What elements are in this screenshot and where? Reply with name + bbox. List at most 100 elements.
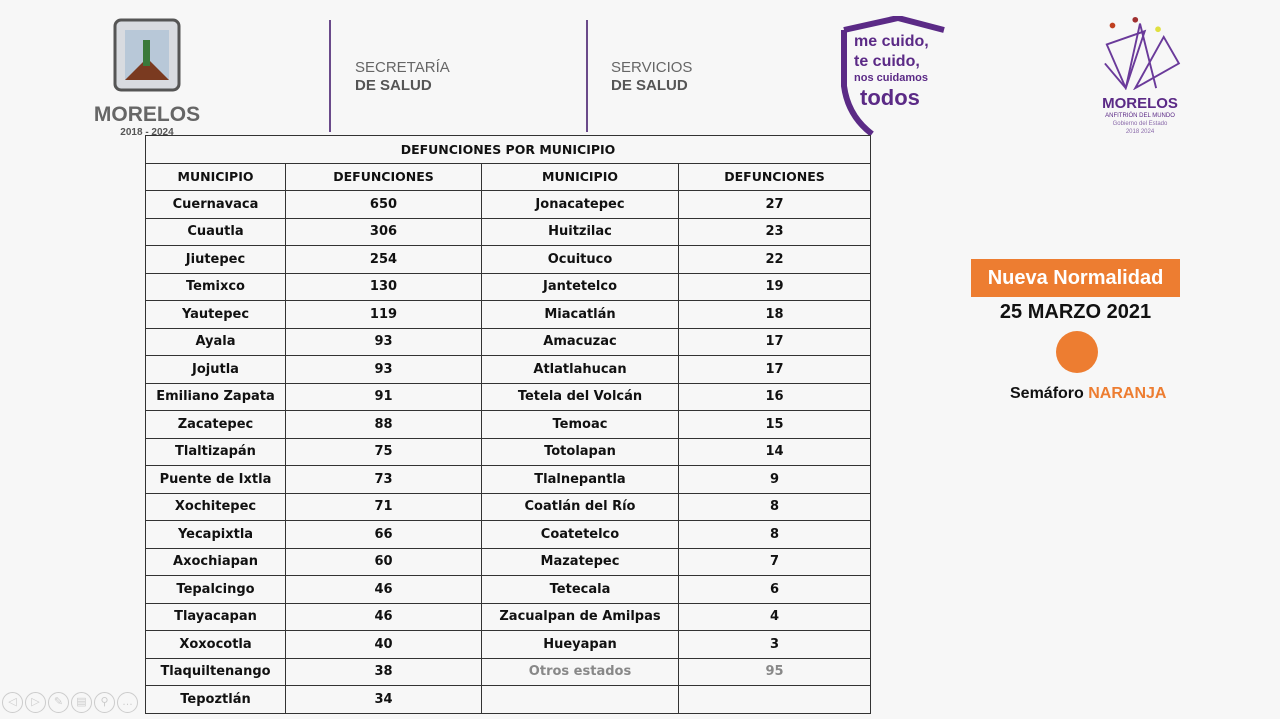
next-icon[interactable]: ▷ xyxy=(25,692,46,713)
divider xyxy=(586,20,588,132)
previous-icon[interactable]: ◁ xyxy=(2,692,23,713)
defunciones-cell: 130 xyxy=(285,272,482,301)
defunciones-cell: 46 xyxy=(285,575,482,604)
dept2-line2: DE SALUD xyxy=(611,77,688,94)
pen-icon[interactable]: ✎ xyxy=(48,692,69,713)
zoom-icon[interactable]: ⚲ xyxy=(94,692,115,713)
defunciones-cell: 18 xyxy=(678,300,871,329)
report-date: 25 MARZO 2021 xyxy=(999,301,1152,323)
municipio-cell: Yecapixtla xyxy=(145,520,286,549)
col-header: MUNICIPIO xyxy=(481,162,679,191)
municipio-cell: Xochitepec xyxy=(145,492,286,521)
defunciones-cell: 9 xyxy=(678,465,871,494)
col-header: DEFUNCIONES xyxy=(678,162,871,191)
municipio-cell: Tetecala xyxy=(481,575,679,604)
municipio-cell: Coatetelco xyxy=(481,520,679,549)
shield-icon xyxy=(841,16,945,136)
defunciones-cell: 17 xyxy=(678,327,871,356)
municipio-cell: Zacatepec xyxy=(145,410,286,439)
municipio-cell: Jojutla xyxy=(145,355,286,384)
defunciones-cell: 23 xyxy=(678,217,871,246)
gov-tagline: ANFITRIÓN DEL MUNDO xyxy=(1105,113,1175,119)
defunciones-cell: 14 xyxy=(678,437,871,466)
municipio-cell: Totolapan xyxy=(481,437,679,466)
municipio-cell: Tlaltizapán xyxy=(145,437,286,466)
municipio-cell: Emiliano Zapata xyxy=(145,382,286,411)
municipio-cell: Ocuituco xyxy=(481,245,679,274)
slides-icon[interactable]: ▤ xyxy=(71,692,92,713)
municipio-cell: Atlatlahucan xyxy=(481,355,679,384)
servicios-de-salud: SERVICIOS DE SALUD xyxy=(611,59,692,95)
defunciones-cell: 93 xyxy=(285,327,482,356)
municipio-cell: Tlayacapan xyxy=(145,602,286,631)
semaforo-dot xyxy=(1056,331,1098,373)
municipio-cell: Cuautla xyxy=(145,217,286,246)
table-row: Tlayacapan 46 Zacualpan de Amilpas 4 xyxy=(145,602,871,631)
municipio-cell: Huitzilac xyxy=(481,217,679,246)
table-row: Jiutepec 254 Ocuituco 22 xyxy=(145,245,871,274)
table-row: Puente de Ixtla 73 Tlalnepantla 9 xyxy=(145,465,871,494)
defunciones-cell: 75 xyxy=(285,437,482,466)
campaign-line3: nos cuidamos xyxy=(854,72,928,84)
municipio-cell: Jiutepec xyxy=(145,245,286,274)
coat-of-arms-icon xyxy=(113,18,181,92)
defunciones-cell: 93 xyxy=(285,355,482,384)
defunciones-cell: 19 xyxy=(678,272,871,301)
dept1-line1: SECRETARÍA xyxy=(355,59,450,76)
municipio-cell: Otros estados xyxy=(481,657,679,686)
table-row: Emiliano Zapata 91 Tetela del Volcán 16 xyxy=(145,382,871,411)
defunciones-cell: 95 xyxy=(678,657,871,686)
defunciones-cell: 3 xyxy=(678,630,871,659)
dept2-line1: SERVICIOS xyxy=(611,59,693,76)
defunciones-cell: 91 xyxy=(285,382,482,411)
semaforo-value: NARANJA xyxy=(1088,385,1167,402)
defunciones-cell: 88 xyxy=(285,410,482,439)
state-logo: MORELOS 2018 - 2024 xyxy=(92,18,202,139)
table-row: Ayala 93 Amacuzac 17 xyxy=(145,327,871,356)
col-header: DEFUNCIONES xyxy=(285,162,482,191)
table-row: Tepoztlán 34 xyxy=(145,685,871,714)
defunciones-cell xyxy=(678,685,871,714)
table-row: Zacatepec 88 Temoac 15 xyxy=(145,410,871,439)
table-row: Tlaquiltenango 38 Otros estados 95 xyxy=(145,657,871,686)
state-name: MORELOS xyxy=(93,103,201,126)
defunciones-cell: 7 xyxy=(678,547,871,576)
campaign-logo: me cuido, te cuido, nos cuidamos todos xyxy=(838,16,946,136)
defunciones-cell: 17 xyxy=(678,355,871,384)
gov-logo: MORELOS ANFITRIÓN DEL MUNDO Gobierno del… xyxy=(1085,16,1195,136)
municipio-cell: Tepoztlán xyxy=(145,685,286,714)
table-row: Cuautla 306 Huitzilac 23 xyxy=(145,217,871,246)
table-row: Xoxocotla 40 Hueyapan 3 xyxy=(145,630,871,659)
deaths-table: DEFUNCIONES POR MUNICIPIO MUNICIPIO DEFU… xyxy=(145,135,871,714)
municipio-cell xyxy=(481,685,679,714)
defunciones-cell: 15 xyxy=(678,410,871,439)
municipio-cell: Puente de Ixtla xyxy=(145,465,286,494)
municipio-cell: Miacatlán xyxy=(481,300,679,329)
municipio-cell: Axochiapan xyxy=(145,547,286,576)
table-row: Axochiapan 60 Mazatepec 7 xyxy=(145,547,871,576)
municipio-cell: Tepalcingo xyxy=(145,575,286,604)
defunciones-cell: 4 xyxy=(678,602,871,631)
municipio-cell: Zacualpan de Amilpas xyxy=(481,602,679,631)
lotus-icon xyxy=(1104,16,1181,91)
municipio-cell: Yautepec xyxy=(145,300,286,329)
col-header: MUNICIPIO xyxy=(145,162,286,191)
table-row: Tepalcingo 46 Tetecala 6 xyxy=(145,575,871,604)
state-years: 2018 - 2024 xyxy=(120,127,174,138)
municipio-cell: Amacuzac xyxy=(481,327,679,356)
table-row: Yautepec 119 Miacatlán 18 xyxy=(145,300,871,329)
defunciones-cell: 27 xyxy=(678,190,871,219)
table-row: Cuernavaca 650 Jonacatepec 27 xyxy=(145,190,871,219)
defunciones-cell: 34 xyxy=(285,685,482,714)
defunciones-cell: 16 xyxy=(678,382,871,411)
more-icon[interactable]: … xyxy=(117,692,138,713)
defunciones-cell: 38 xyxy=(285,657,482,686)
municipio-cell: Mazatepec xyxy=(481,547,679,576)
municipio-cell: Temixco xyxy=(145,272,286,301)
municipio-cell: Temoac xyxy=(481,410,679,439)
secretaria-de-salud: SECRETARÍA DE SALUD xyxy=(355,59,450,95)
defunciones-cell: 66 xyxy=(285,520,482,549)
municipio-cell: Coatlán del Río xyxy=(481,492,679,521)
table-row: Jojutla 93 Atlatlahucan 17 xyxy=(145,355,871,384)
gov-years: 2018 2024 xyxy=(1125,129,1155,135)
